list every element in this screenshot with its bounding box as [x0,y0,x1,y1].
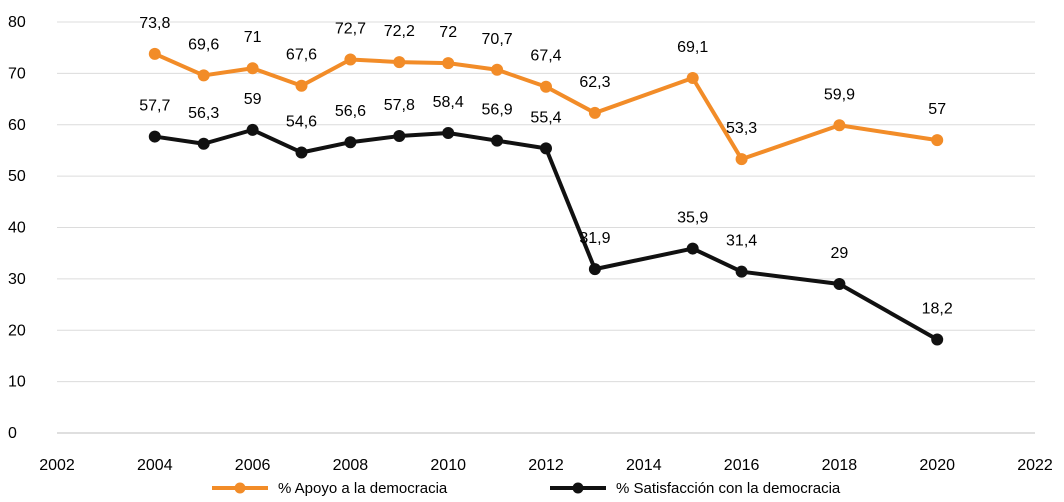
data-point [393,56,406,69]
data-label: 57,7 [139,98,170,115]
data-point [246,123,259,136]
data-label: 57 [928,101,946,118]
legend: % Apoyo a la democracia % Satisfacción co… [212,480,841,497]
x-tick-label: 2012 [528,457,564,474]
data-label: 56,3 [188,105,219,122]
x-tick-label: 2014 [626,457,662,474]
data-point [686,242,699,255]
series-line-0 [152,51,940,162]
x-tick-label: 2020 [919,457,955,474]
data-point [491,63,504,76]
data-point [833,119,846,132]
data-label: 53,3 [726,120,757,137]
data-point [246,62,259,75]
legend-label-0: % Apoyo a la democracia [278,480,448,497]
y-tick-label: 0 [8,425,17,442]
data-label: 29 [831,245,849,262]
y-tick-label: 50 [8,168,26,185]
data-label: 57,8 [384,97,415,114]
data-point [197,69,210,82]
data-label: 35,9 [677,210,708,227]
x-tick-label: 2022 [1017,457,1053,474]
data-point [540,80,552,93]
y-tick-label: 10 [8,374,26,391]
y-tick-label: 20 [8,322,26,339]
data-label: 72,2 [384,23,415,40]
legend-marker-1 [572,482,584,494]
data-point [442,126,455,139]
data-label: 56,6 [335,103,366,120]
data-label: 59 [244,91,262,108]
data-point [735,265,748,278]
data-point [442,57,455,70]
data-label: 62,3 [579,74,610,91]
x-tick-label: 2002 [39,457,75,474]
data-point [344,136,357,149]
y-tick-label: 70 [8,65,26,82]
data-point [344,53,357,66]
y-tick-label: 60 [8,117,26,134]
data-point [197,137,210,150]
data-point [686,71,699,84]
x-tick-label: 2018 [822,457,858,474]
data-point [588,263,601,276]
data-label: 18,2 [922,300,953,317]
x-tick-label: 2010 [430,457,466,474]
data-point [148,130,161,143]
data-point [295,79,308,92]
data-label: 72,7 [335,21,366,38]
data-label: 55,4 [530,109,561,126]
series-line-1 [152,127,940,342]
legend-label-1: % Satisfacción con la democracia [616,480,841,497]
data-label: 73,8 [139,15,170,32]
data-point [833,278,846,291]
data-point [491,134,504,147]
x-tick-label: 2016 [724,457,760,474]
data-label: 67,4 [530,48,561,65]
data-label: 70,7 [482,31,513,48]
data-label: 56,9 [482,102,513,119]
series-group [148,47,944,346]
data-label: 69,1 [677,39,708,56]
data-label: 31,4 [726,233,757,250]
x-tick-label: 2004 [137,457,173,474]
data-point [540,142,552,155]
x-tick-label: 2006 [235,457,271,474]
y-tick-label: 80 [8,14,26,31]
axes: 0 10 20 30 40 50 60 70 80 2002 2004 2006 2008 2010 201… [8,14,1053,474]
data-label: 72 [439,24,457,41]
y-tick-label: 30 [8,271,26,288]
data-point [735,153,748,166]
y-tick-label: 40 [8,220,26,237]
data-label: 71 [244,29,262,46]
data-point [295,146,308,159]
data-point [588,106,601,119]
data-label: 67,6 [286,47,317,64]
legend-marker-0 [234,482,246,494]
data-point [931,333,944,346]
data-point [931,134,944,147]
data-label: 54,6 [286,113,317,130]
x-tick-label: 2008 [333,457,369,474]
data-labels: 73,8 69,6 71 67,6 72,7 72,2 72 70,7 67,4 62,3 69,1… [139,15,953,318]
data-label: 31,9 [579,230,610,247]
data-point [148,47,161,60]
data-label: 58,4 [433,94,464,111]
data-label: 69,6 [188,36,219,53]
data-label: 59,9 [824,86,855,103]
data-point [393,130,406,143]
grid-lines [57,21,1035,434]
